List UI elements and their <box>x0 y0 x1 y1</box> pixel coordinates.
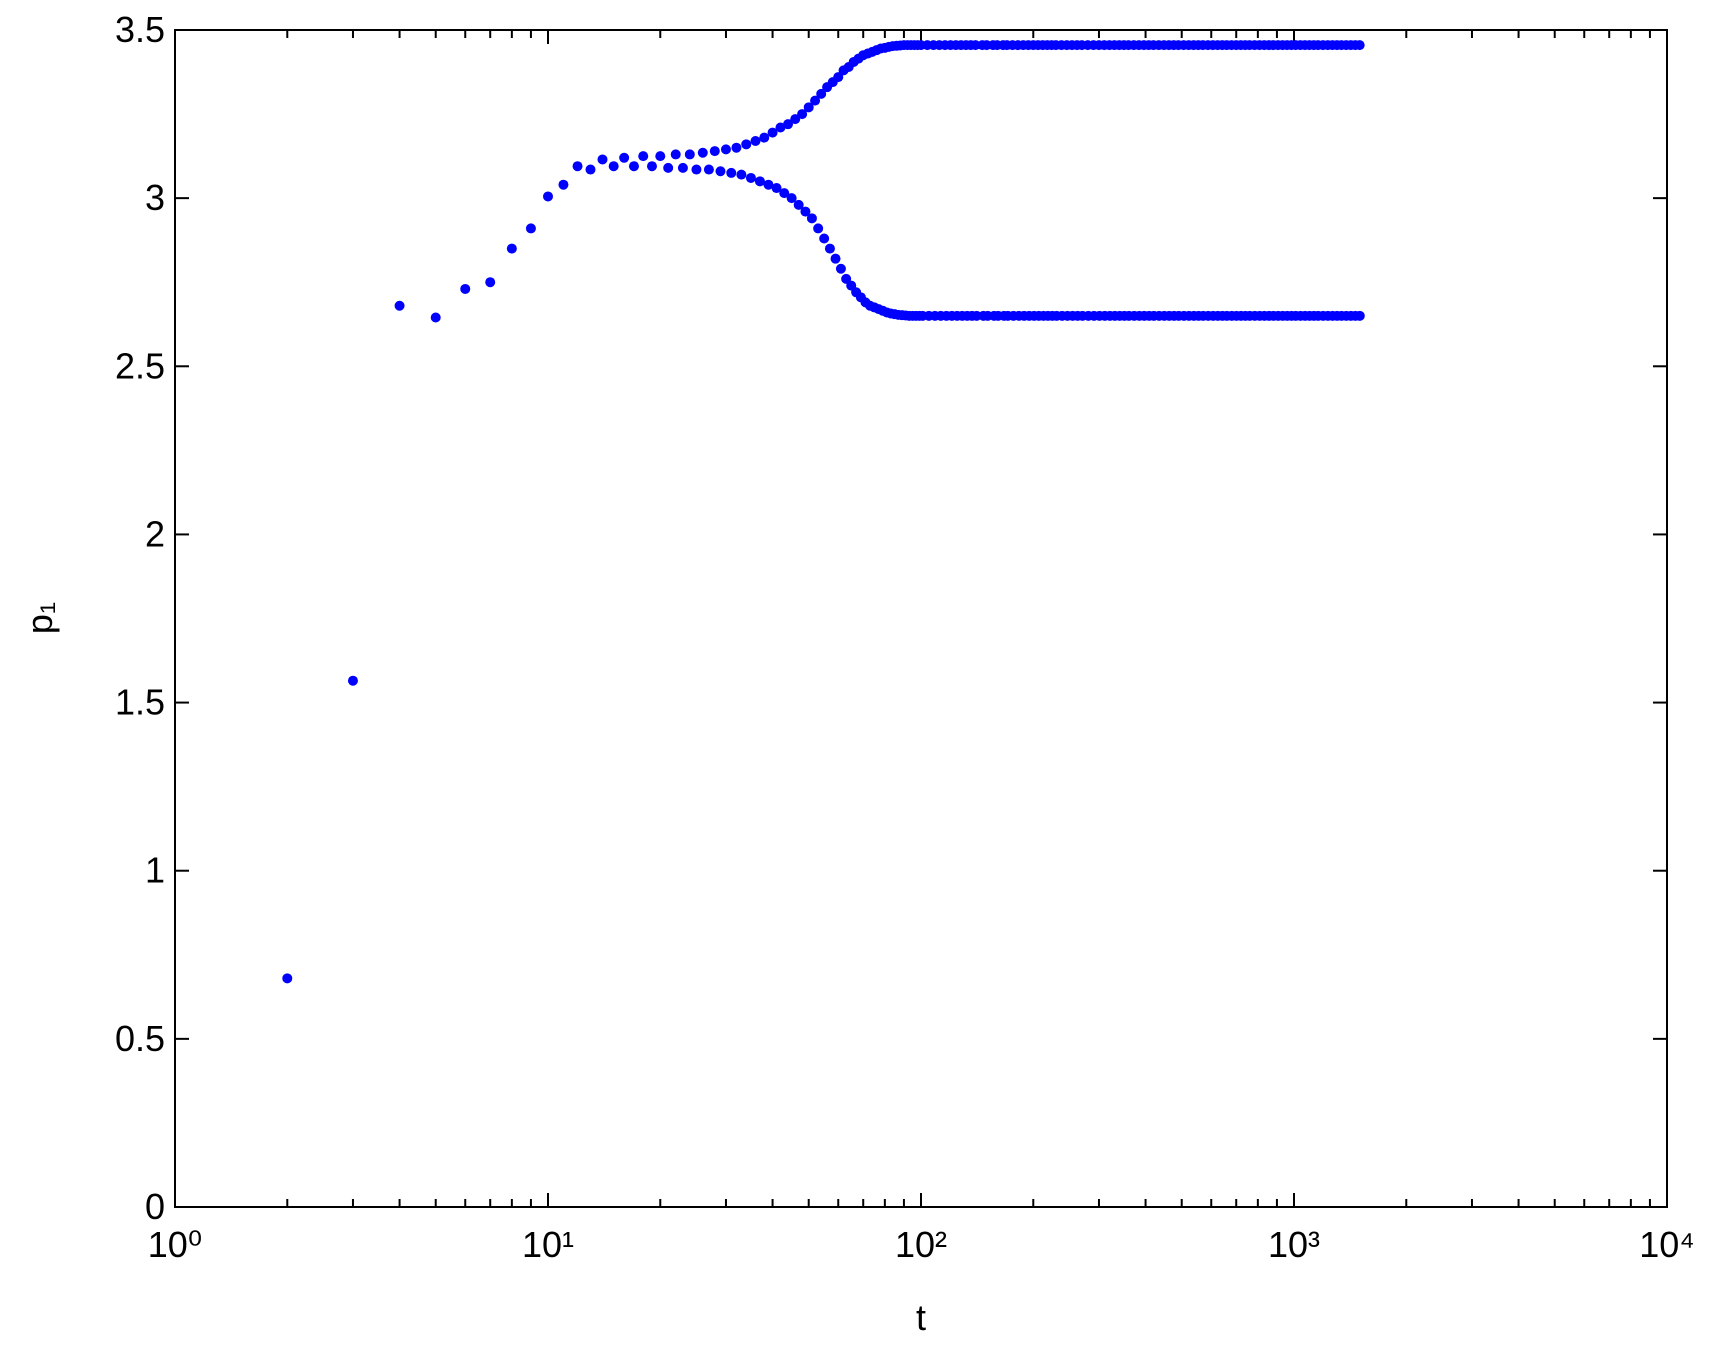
point <box>1354 310 1365 321</box>
point <box>619 152 630 163</box>
point <box>767 127 778 138</box>
point <box>430 312 441 323</box>
point <box>819 233 830 244</box>
point <box>754 176 765 187</box>
point <box>741 139 752 150</box>
x-tick-label: 10³ <box>1268 1224 1320 1265</box>
point <box>720 144 731 155</box>
point <box>797 109 808 120</box>
point <box>485 277 496 288</box>
y-tick-label: 2 <box>145 513 165 554</box>
point <box>608 161 619 172</box>
point <box>833 72 844 83</box>
point <box>736 169 747 180</box>
point <box>677 162 688 173</box>
point <box>597 154 608 165</box>
plot-frame <box>174 29 1668 1208</box>
x-tick-label: 10⁴ <box>1639 1224 1695 1265</box>
point <box>282 973 293 984</box>
point <box>803 102 814 113</box>
point <box>813 223 824 234</box>
point <box>670 149 681 160</box>
y-tick-label: 3.5 <box>115 9 165 50</box>
point <box>1354 40 1365 51</box>
point <box>800 206 811 217</box>
point <box>816 88 827 99</box>
y-tick-label: 1.5 <box>115 682 165 723</box>
point <box>810 95 821 106</box>
x-tick-label: 10² <box>895 1224 947 1265</box>
point <box>750 135 761 146</box>
point <box>655 151 666 162</box>
point <box>783 119 794 130</box>
point <box>460 283 471 294</box>
point <box>759 132 770 143</box>
point <box>347 675 358 686</box>
point <box>558 179 569 190</box>
point <box>763 179 774 190</box>
point <box>585 164 596 175</box>
y-tick-label: 1 <box>145 850 165 891</box>
point <box>543 191 553 202</box>
point <box>731 142 742 153</box>
point <box>525 223 536 234</box>
y-axis-label: p₁ <box>19 602 60 634</box>
point <box>793 199 804 210</box>
point <box>638 151 649 162</box>
point <box>709 146 720 157</box>
point <box>790 114 801 125</box>
point <box>684 149 695 160</box>
point <box>771 183 782 194</box>
x-axis-label: t <box>916 1297 926 1338</box>
y-tick-label: 2.5 <box>115 345 165 386</box>
point <box>835 263 846 274</box>
point <box>394 300 405 311</box>
point <box>697 147 708 158</box>
point <box>663 162 674 173</box>
point <box>572 161 583 172</box>
y-tick-label: 0 <box>145 1186 165 1227</box>
point <box>775 122 786 133</box>
point <box>691 164 702 175</box>
point <box>628 161 639 172</box>
point <box>779 188 790 199</box>
point <box>703 164 714 175</box>
y-tick-label: 3 <box>145 177 165 218</box>
y-tick-label: 0.5 <box>115 1018 165 1059</box>
point <box>726 167 737 178</box>
point <box>830 253 841 264</box>
point <box>806 213 817 224</box>
x-tick-label: 10¹ <box>522 1224 574 1265</box>
point <box>506 243 517 254</box>
x-tick-label: 10⁰ <box>148 1224 202 1265</box>
point <box>646 161 657 172</box>
point <box>786 193 797 204</box>
point <box>745 172 756 183</box>
point <box>715 166 726 177</box>
point <box>824 243 835 254</box>
